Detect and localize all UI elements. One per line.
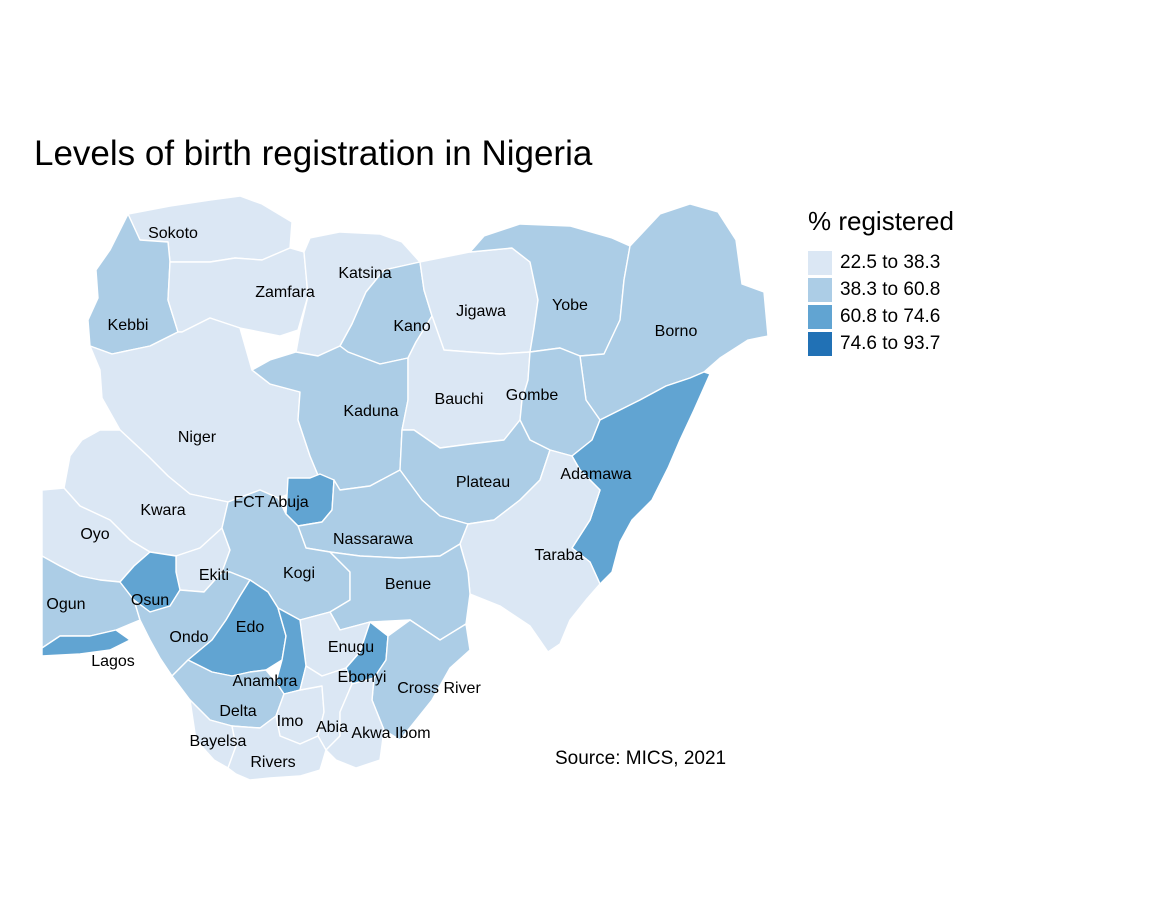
label-ogun: Ogun bbox=[46, 596, 85, 613]
legend-swatch bbox=[808, 304, 832, 329]
label-delta: Delta bbox=[219, 703, 256, 720]
label-imo: Imo bbox=[277, 713, 304, 730]
region-taraba bbox=[459, 449, 601, 653]
legend-item: 22.5 to 38.3 bbox=[808, 249, 954, 276]
map-legend: % registered 22.5 to 38.3 38.3 to 60.8 6… bbox=[808, 206, 954, 357]
legend-label: 38.3 to 60.8 bbox=[840, 278, 941, 300]
label-zamfara: Zamfara bbox=[255, 284, 315, 301]
label-abia: Abia bbox=[316, 719, 348, 736]
label-plateau: Plateau bbox=[456, 474, 510, 491]
map-title: Levels of birth registration in Nigeria bbox=[34, 134, 593, 173]
legend-swatch bbox=[808, 331, 832, 356]
label-oyo: Oyo bbox=[80, 526, 109, 543]
label-ebonyi: Ebonyi bbox=[338, 669, 387, 686]
label-edo: Edo bbox=[236, 619, 265, 636]
label-yobe: Yobe bbox=[552, 297, 588, 314]
label-niger: Niger bbox=[178, 429, 217, 446]
label-bauchi: Bauchi bbox=[435, 391, 484, 408]
label-taraba: Taraba bbox=[535, 547, 584, 564]
region-akwa-ibom bbox=[325, 677, 385, 769]
legend-swatch bbox=[808, 277, 832, 302]
label-gombe: Gombe bbox=[506, 387, 559, 404]
label-ondo: Ondo bbox=[169, 629, 208, 646]
label-akwa-ibom: Akwa Ibom bbox=[351, 725, 430, 742]
label-nassarawa: Nassarawa bbox=[333, 531, 413, 548]
legend-label: 74.6 to 93.7 bbox=[840, 332, 941, 354]
label-ekiti: Ekiti bbox=[199, 567, 229, 584]
label-kebbi: Kebbi bbox=[108, 317, 149, 334]
label-benue: Benue bbox=[385, 576, 431, 593]
region-lagos bbox=[41, 629, 131, 657]
label-osun: Osun bbox=[131, 592, 169, 609]
legend-label: 60.8 to 74.6 bbox=[840, 305, 941, 327]
label-borno: Borno bbox=[655, 323, 698, 340]
label-katsina: Katsina bbox=[338, 265, 391, 282]
label-fct-abuja: FCT Abuja bbox=[233, 494, 308, 511]
legend-item: 60.8 to 74.6 bbox=[808, 303, 954, 330]
label-sokoto: Sokoto bbox=[148, 225, 198, 242]
source-caption: Source: MICS, 2021 bbox=[555, 748, 727, 769]
label-lagos: Lagos bbox=[91, 653, 135, 670]
label-cross-river: Cross River bbox=[397, 680, 481, 697]
label-kaduna: Kaduna bbox=[343, 403, 398, 420]
label-enugu: Enugu bbox=[328, 639, 374, 656]
label-adamawa: Adamawa bbox=[560, 466, 631, 483]
legend-label: 22.5 to 38.3 bbox=[840, 251, 941, 273]
legend-item: 38.3 to 60.8 bbox=[808, 276, 954, 303]
label-kwara: Kwara bbox=[140, 502, 185, 519]
label-kano: Kano bbox=[393, 318, 430, 335]
region-rivers bbox=[227, 715, 327, 781]
label-bayelsa: Bayelsa bbox=[190, 733, 247, 750]
label-jigawa: Jigawa bbox=[456, 303, 506, 320]
legend-swatch bbox=[808, 250, 832, 275]
legend-item: 74.6 to 93.7 bbox=[808, 330, 954, 357]
label-rivers: Rivers bbox=[250, 754, 295, 771]
label-anambra: Anambra bbox=[233, 673, 298, 690]
label-kogi: Kogi bbox=[283, 565, 315, 582]
legend-title: % registered bbox=[808, 206, 954, 236]
